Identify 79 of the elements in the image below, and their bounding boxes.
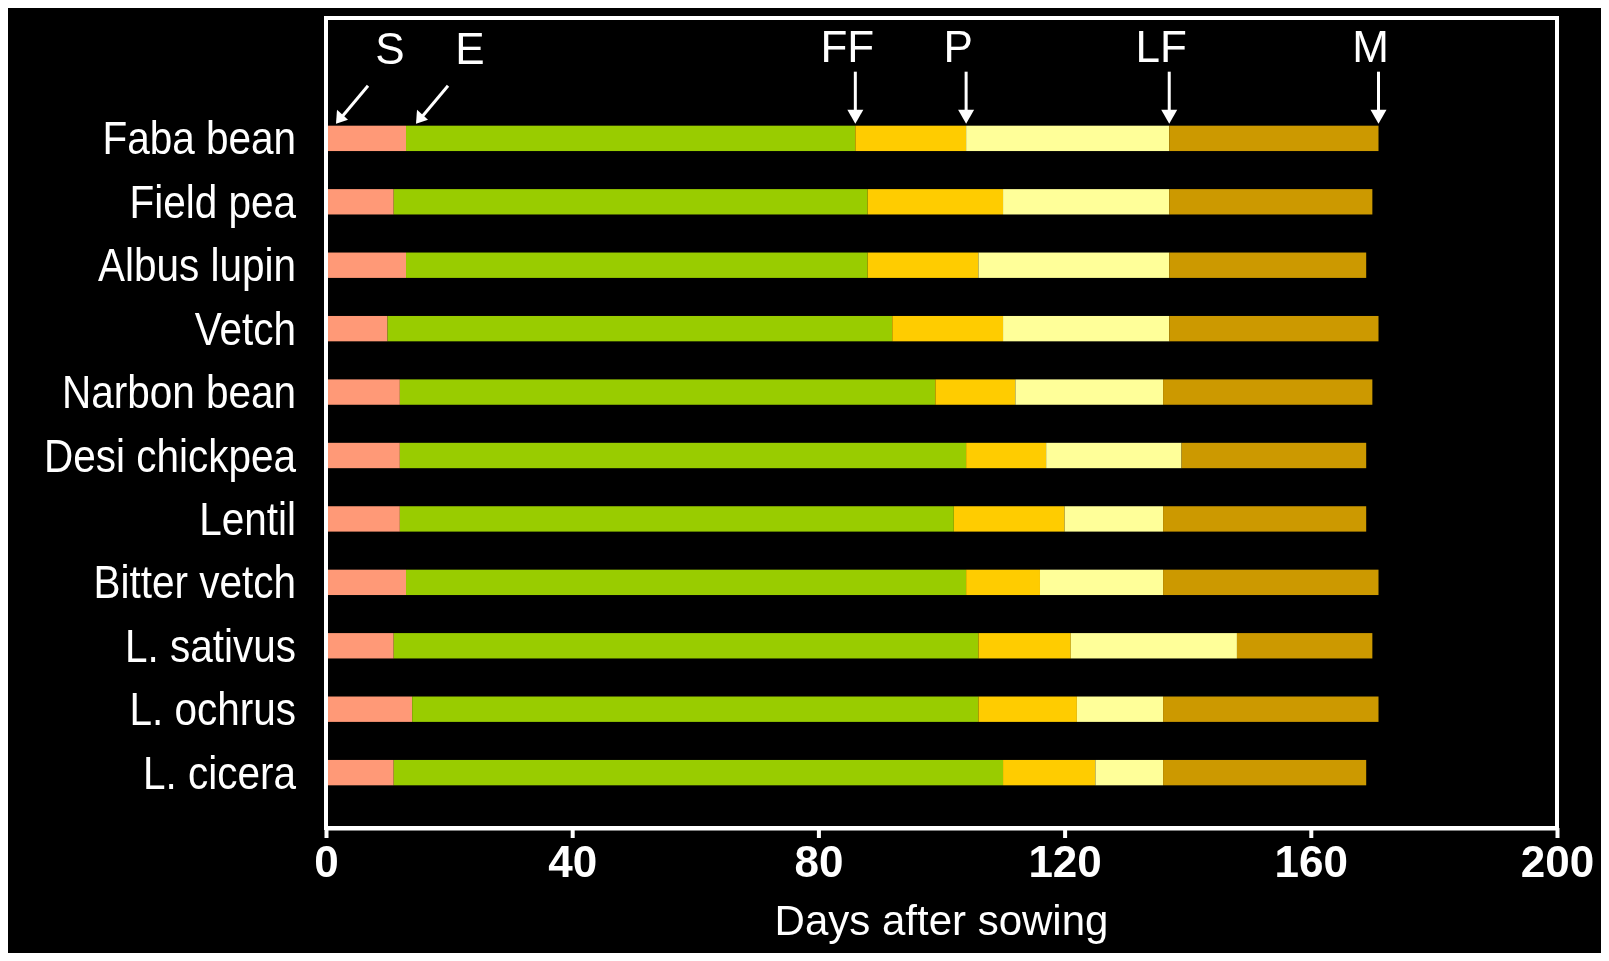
bar xyxy=(326,315,388,342)
bar xyxy=(326,569,407,596)
bar xyxy=(1003,189,1170,215)
annotation: LF xyxy=(1135,21,1187,71)
bar xyxy=(1003,315,1170,342)
bar xyxy=(978,633,1071,659)
y-tick-label: Narbon bean xyxy=(62,366,296,418)
bar xyxy=(935,379,1016,405)
annotation: P xyxy=(943,21,973,71)
bar xyxy=(855,125,967,152)
y-tick-label: Bitter vetch xyxy=(93,557,296,609)
y-tick-label: Albus lupin xyxy=(98,239,296,291)
bar xyxy=(978,696,1077,722)
bar xyxy=(406,569,967,596)
bar xyxy=(393,189,868,215)
bar xyxy=(1169,252,1367,278)
x-tick-label: 120 xyxy=(1028,837,1102,887)
annotation: FF xyxy=(820,21,875,71)
bar xyxy=(393,759,1004,786)
annotation: M xyxy=(1352,21,1389,71)
x-tick-label: 0 xyxy=(314,837,339,887)
y-tick-label: Lentil xyxy=(199,493,296,545)
bar xyxy=(326,696,413,722)
bar xyxy=(1163,759,1367,786)
bar xyxy=(326,125,407,152)
bar xyxy=(978,252,1170,278)
y-tick-label: L. sativus xyxy=(125,620,296,672)
bar xyxy=(1015,379,1164,405)
bar xyxy=(1046,442,1182,469)
bar xyxy=(867,252,979,278)
bar xyxy=(1236,633,1373,659)
x-tick-label: 40 xyxy=(548,837,598,887)
bar xyxy=(412,696,979,722)
bar xyxy=(387,315,893,342)
bar xyxy=(1064,506,1164,532)
y-tick-label: Faba bean xyxy=(102,113,296,165)
bar xyxy=(1076,696,1164,722)
annotation: E xyxy=(455,23,485,73)
bar xyxy=(399,506,954,532)
bar xyxy=(892,315,1004,342)
bar xyxy=(406,125,856,152)
bar xyxy=(1003,759,1096,786)
x-tick-label: 200 xyxy=(1520,837,1595,887)
bar xyxy=(1163,506,1367,532)
bar xyxy=(1095,759,1164,786)
bar xyxy=(966,569,1040,596)
bar xyxy=(326,379,400,405)
bar xyxy=(326,442,400,469)
x-axis-title: Days after sowing xyxy=(774,897,1109,944)
annotation: S xyxy=(375,23,405,73)
x-tick-label: 80 xyxy=(794,837,844,887)
x-tick-label: 160 xyxy=(1274,837,1349,887)
bar xyxy=(399,379,936,405)
bar xyxy=(1169,315,1379,342)
bar xyxy=(1039,569,1164,596)
y-tick-label: Vetch xyxy=(194,303,296,355)
bar xyxy=(1163,696,1379,722)
y-tick-label: L. ochrus xyxy=(129,683,296,735)
bar xyxy=(326,506,400,532)
bar xyxy=(326,252,407,278)
bar xyxy=(966,125,1170,152)
bar xyxy=(1163,379,1373,405)
y-tick-label: L. cicera xyxy=(143,747,297,799)
y-tick-label: Desi chickpea xyxy=(44,430,297,482)
bar xyxy=(326,189,394,215)
bar xyxy=(953,506,1065,532)
bar xyxy=(1169,189,1373,215)
bar xyxy=(966,442,1047,469)
bar xyxy=(326,759,394,786)
bar xyxy=(399,442,967,469)
bar xyxy=(406,252,868,278)
bar xyxy=(1163,569,1379,596)
bar xyxy=(1181,442,1367,469)
bar xyxy=(867,189,1004,215)
bar xyxy=(1070,633,1237,659)
y-tick-label: Field pea xyxy=(129,176,297,228)
bar xyxy=(1169,125,1379,152)
bar xyxy=(326,633,394,659)
bar xyxy=(393,633,979,659)
